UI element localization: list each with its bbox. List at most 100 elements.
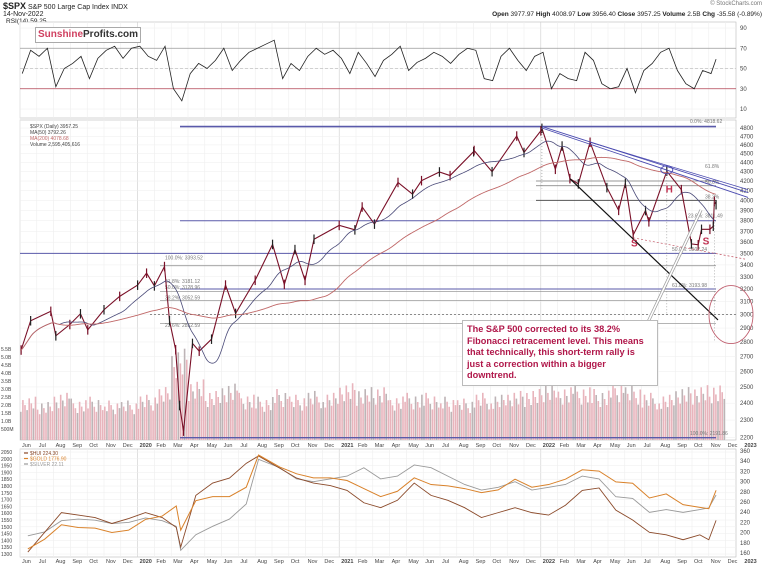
ma200-line xyxy=(20,156,716,351)
volume-bar xyxy=(450,411,453,440)
volume-bar xyxy=(566,395,568,440)
quote-value: 3977.97 xyxy=(510,11,536,18)
volume-bar xyxy=(36,409,39,440)
volume-bar xyxy=(137,408,140,440)
volume-bar xyxy=(225,402,228,440)
volume-bar xyxy=(108,400,110,440)
volume-bar xyxy=(643,394,646,440)
volume-bar xyxy=(301,410,303,440)
month-label: Sep xyxy=(476,559,486,565)
volume-bar xyxy=(30,403,33,440)
hui-tick: 220 xyxy=(740,520,751,526)
volume-bar xyxy=(708,396,711,440)
volume-bar xyxy=(337,403,339,440)
price-tick: 4200 xyxy=(740,179,754,185)
gold-tick: 1850 xyxy=(1,477,12,483)
month-label: Dec xyxy=(123,559,133,565)
price-tick: 2400 xyxy=(740,401,754,407)
volume-bar xyxy=(206,407,209,440)
volume-bar xyxy=(70,398,72,440)
volume-bar xyxy=(618,402,621,440)
volume-bar xyxy=(116,403,119,440)
volume-bar xyxy=(253,394,255,440)
volume-bar xyxy=(540,395,543,440)
volume-tick: 4.5B xyxy=(1,363,12,369)
month-label: Apr xyxy=(392,559,401,565)
volume-bar xyxy=(251,407,253,440)
bottom-legend-item: $SILVER 22.11 xyxy=(30,462,64,468)
volume-bar xyxy=(244,409,247,440)
rsi-tick: 30 xyxy=(740,87,747,93)
volume-bar xyxy=(641,407,644,440)
ma50-line xyxy=(20,140,716,364)
price-tick: 3400 xyxy=(740,263,754,269)
volume-bar xyxy=(551,383,553,440)
volume-bar xyxy=(534,397,537,440)
gold-tick: 1800 xyxy=(1,484,12,490)
month-label: May xyxy=(408,443,419,449)
month-label: Nov xyxy=(106,443,116,449)
month-label: Oct xyxy=(291,559,300,565)
month-label: Feb xyxy=(560,559,569,565)
price-tick: 4600 xyxy=(740,143,754,149)
volume-bar xyxy=(461,409,463,440)
volume-bar xyxy=(482,392,484,440)
month-label: Aug xyxy=(257,443,267,449)
volume-bar xyxy=(272,397,274,440)
price-tick: 3800 xyxy=(740,219,754,225)
volume-bar xyxy=(160,395,163,440)
volume-bar xyxy=(715,394,717,440)
volume-tick: 2.0B xyxy=(1,403,12,409)
month-label: Aug xyxy=(459,559,469,565)
volume-bar xyxy=(593,389,595,440)
volume-bar xyxy=(429,403,432,440)
month-label: Aug xyxy=(56,443,66,449)
month-label: Jun xyxy=(224,559,233,565)
volume-bar xyxy=(114,414,117,440)
volume-bar xyxy=(213,405,215,440)
volume-bar xyxy=(217,397,219,440)
month-label: Apr xyxy=(392,443,401,449)
month-label: Jul xyxy=(240,443,247,449)
quote-label: Close xyxy=(617,11,638,18)
volume-bar xyxy=(303,398,306,440)
gold-tick: 1450 xyxy=(1,532,12,538)
head-shoulders-label: S xyxy=(703,236,710,247)
fib-label: 100.0%: 2191.86 xyxy=(690,431,728,437)
logo-part2: Profits.com xyxy=(83,29,139,40)
volume-bar xyxy=(509,400,511,440)
volume-bar xyxy=(74,408,77,440)
volume-bar xyxy=(290,401,293,440)
volume-bar xyxy=(404,401,406,440)
volume-bar xyxy=(610,397,612,440)
logo-part1: Sunshine xyxy=(38,29,84,40)
price-tick: 2800 xyxy=(740,340,754,346)
volume-bar xyxy=(580,404,583,440)
volume-tick: 2.5B xyxy=(1,395,12,401)
volume-bar xyxy=(129,405,131,440)
volume-bar xyxy=(437,407,440,440)
volume-bar xyxy=(347,392,350,440)
volume-bar xyxy=(456,400,459,440)
volume-tick: 500M xyxy=(1,427,14,433)
quote-label: Chg xyxy=(702,11,717,18)
volume-bar xyxy=(332,392,335,440)
month-label: Oct xyxy=(694,559,703,565)
volume-bar xyxy=(133,414,135,440)
volume-bar xyxy=(148,400,150,440)
volume-bar xyxy=(473,407,476,440)
volume-bar xyxy=(223,395,226,440)
volume-bar xyxy=(122,406,125,440)
volume-bar xyxy=(49,406,51,440)
volume-bar xyxy=(169,399,171,440)
month-label: Jun xyxy=(425,443,434,449)
volume-bar xyxy=(687,387,690,440)
volume-bar xyxy=(177,352,180,440)
main-legend-item: Volume 2,595,405,616 xyxy=(30,142,80,148)
month-label: 2020 xyxy=(140,443,152,449)
month-label: Apr xyxy=(593,559,602,565)
volume-bar xyxy=(702,393,705,440)
volume-bar xyxy=(402,396,404,440)
volume-bar xyxy=(263,411,266,440)
volume-bar xyxy=(255,408,257,440)
